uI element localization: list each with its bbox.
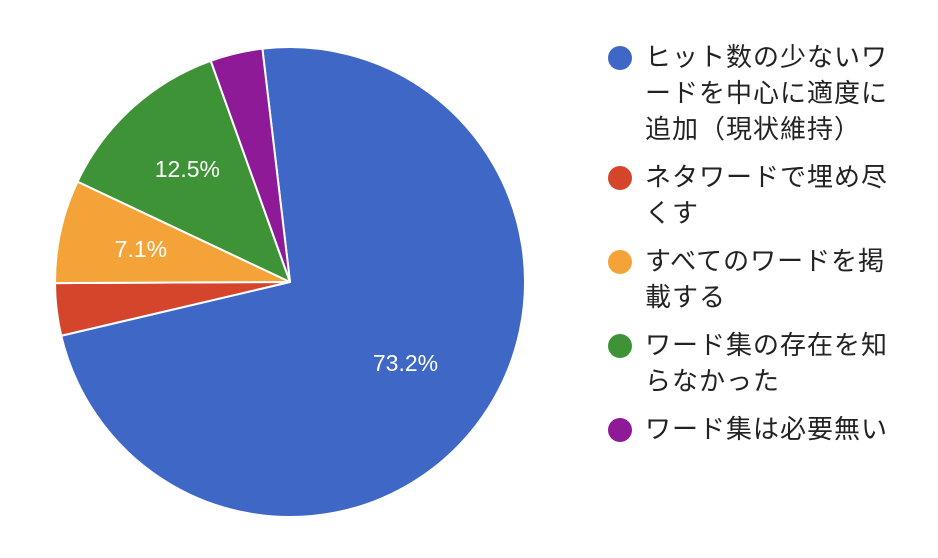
legend-label: すべてのワードを掲載する bbox=[645, 247, 886, 313]
pie-slice[interactable] bbox=[209, 47, 291, 283]
legend-item[interactable]: ヒット数の少ないワードを中心に適度に追加（現状維持） bbox=[608, 40, 908, 148]
legend-label: ワード集は必要無い bbox=[645, 415, 889, 445]
legend-swatch-icon bbox=[608, 334, 632, 358]
slice-data-label: 7.1% bbox=[115, 236, 167, 262]
legend-swatch-icon bbox=[608, 250, 632, 274]
legend-swatch-icon bbox=[608, 166, 632, 190]
legend: ヒット数の少ないワードを中心に適度に追加（現状維持） ネタワードで埋め尽くす す… bbox=[608, 40, 908, 460]
slice-data-label: 12.5% bbox=[155, 156, 220, 182]
legend-item[interactable]: ワード集は必要無い bbox=[608, 412, 908, 448]
legend-item[interactable]: ネタワードで埋め尽くす bbox=[608, 160, 908, 232]
slice-data-label: 73.2% bbox=[373, 350, 438, 376]
legend-item[interactable]: ワード集の存在を知らなかった bbox=[608, 328, 908, 400]
legend-item[interactable]: すべてのワードを掲載する bbox=[608, 244, 908, 316]
pie-slice[interactable] bbox=[60, 46, 526, 518]
legend-label: ヒット数の少ないワードを中心に適度に追加（現状維持） bbox=[645, 43, 889, 145]
legend-label: ワード集の存在を知らなかった bbox=[645, 331, 889, 397]
legend-swatch-icon bbox=[608, 46, 632, 70]
legend-label: ネタワードで埋め尽くす bbox=[645, 163, 889, 229]
pie-slice[interactable] bbox=[53, 180, 291, 285]
pie-slice[interactable] bbox=[76, 59, 291, 283]
legend-swatch-icon bbox=[608, 418, 632, 442]
